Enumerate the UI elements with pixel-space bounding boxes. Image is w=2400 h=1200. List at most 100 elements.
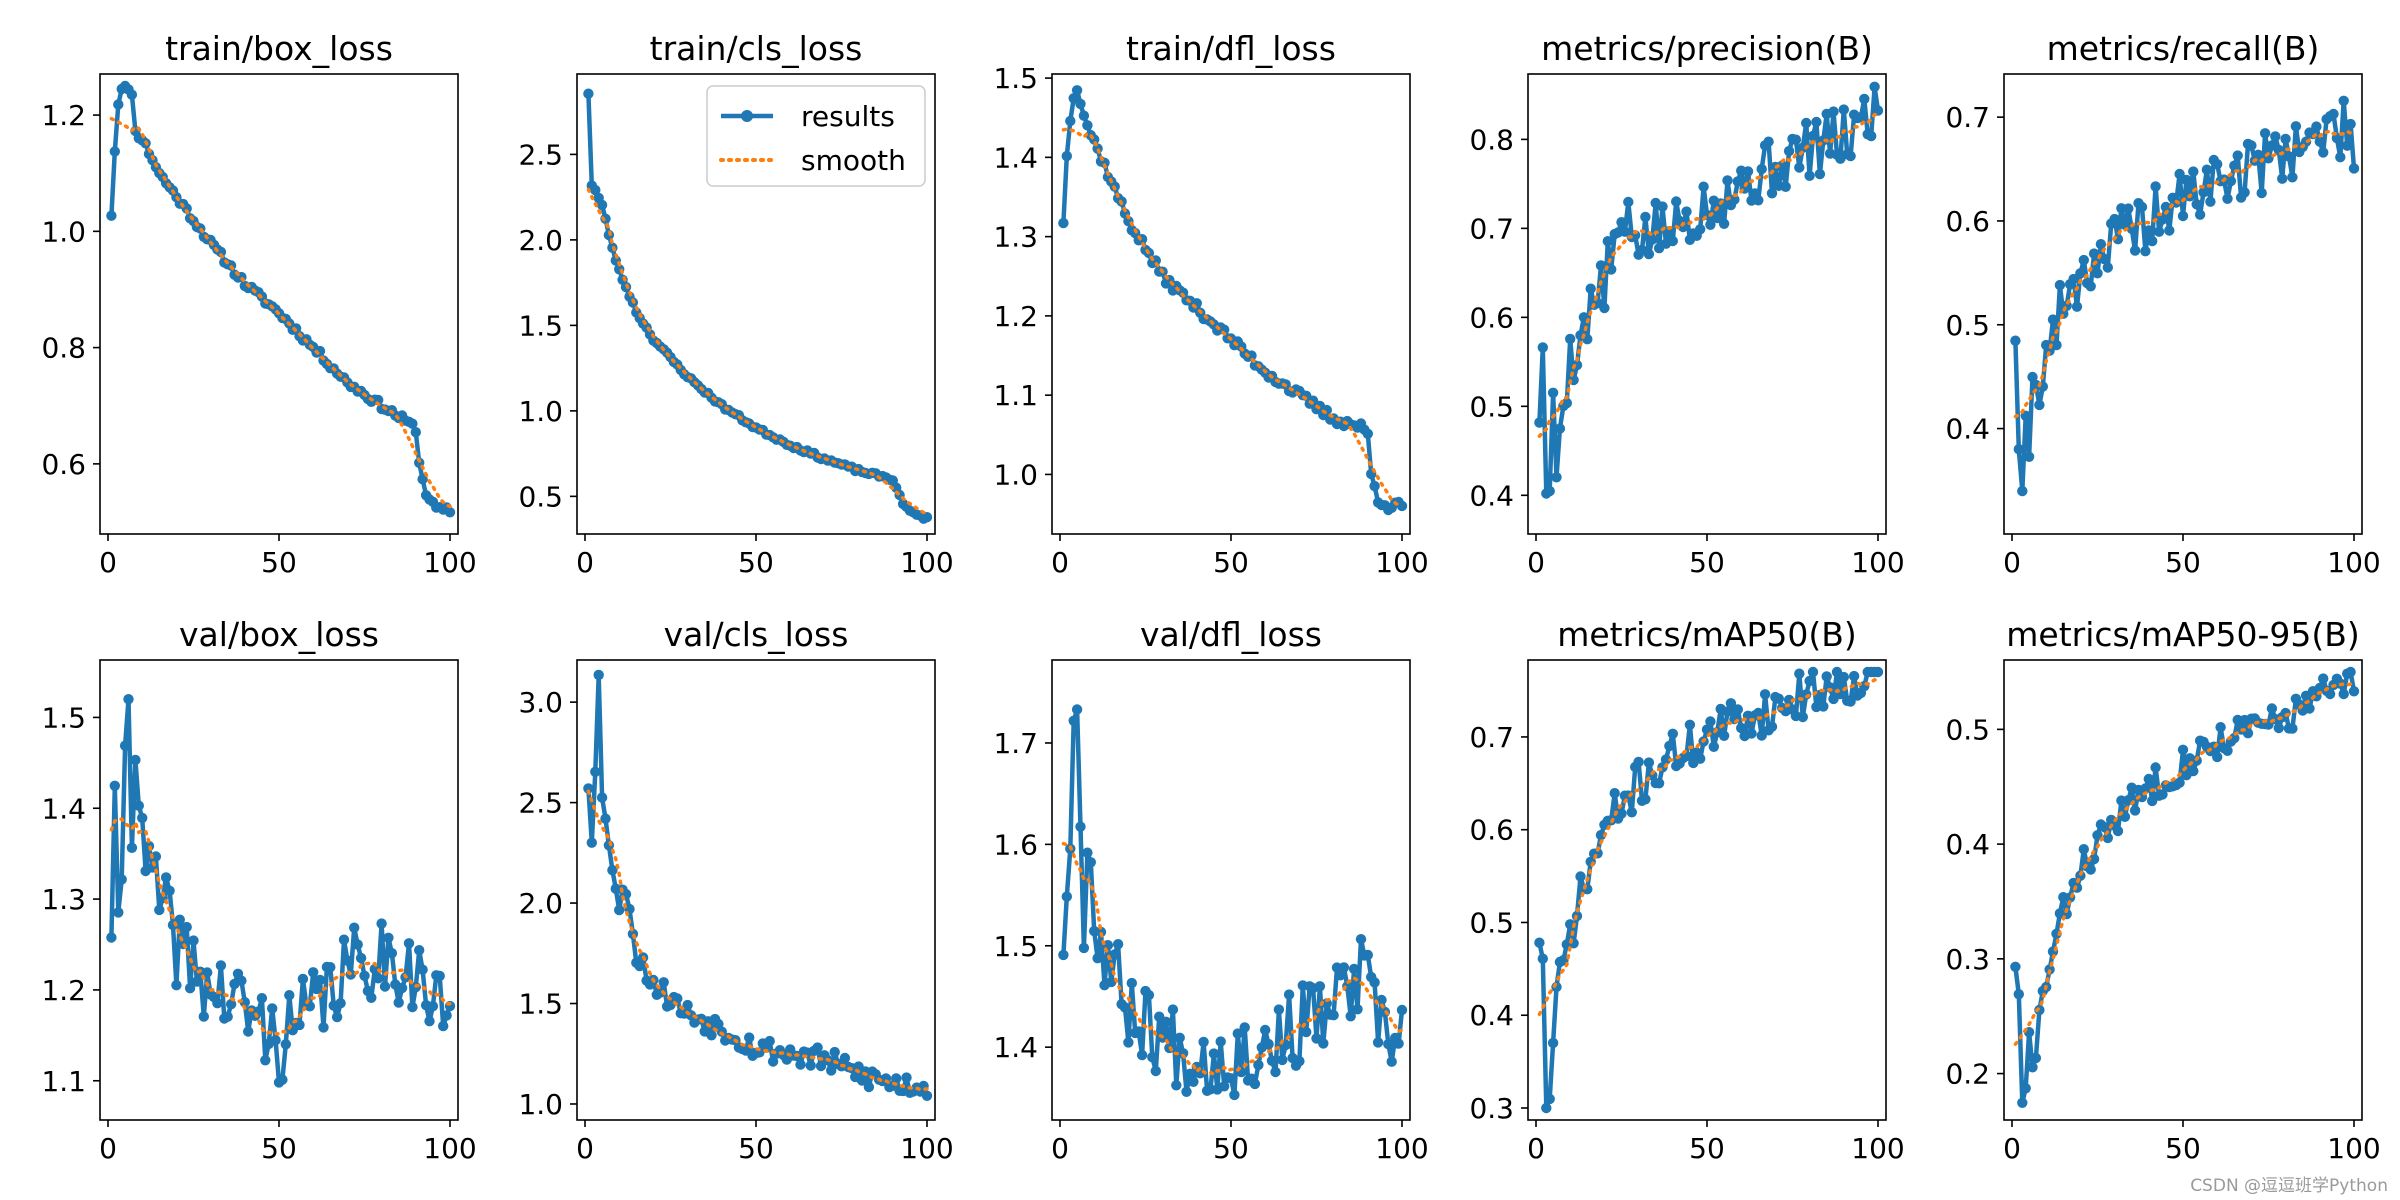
data-point <box>106 932 117 943</box>
data-point <box>1318 1038 1329 1049</box>
data-point <box>1376 994 1387 1006</box>
results-line <box>109 696 453 1085</box>
x-tick-label: 50 <box>738 546 774 579</box>
chart-title: metrics/mAP50-95(B) <box>2006 615 2359 654</box>
data-point <box>1198 1036 1209 1048</box>
data-point <box>2150 762 2161 773</box>
chart-title: val/cls_loss <box>664 615 849 654</box>
x-tick-label: 50 <box>1689 1132 1725 1165</box>
data-point <box>1551 472 1562 483</box>
y-tick-label: 0.8 <box>41 332 86 365</box>
data-point <box>829 1046 840 1058</box>
data-point <box>1575 871 1586 882</box>
data-point <box>349 922 360 933</box>
data-point <box>1386 1056 1397 1067</box>
x-tick-label: 100 <box>423 546 476 579</box>
y-tick-label: 0.2 <box>1945 1058 1990 1091</box>
data-point <box>583 783 594 794</box>
data-point <box>414 945 425 956</box>
data-point <box>2071 301 2083 312</box>
data-point <box>441 1010 452 1021</box>
data-point <box>1328 1010 1339 1021</box>
data-point <box>383 932 394 943</box>
data-point <box>1372 1037 1384 1048</box>
data-point <box>2099 821 2110 833</box>
x-tick-label: 100 <box>1851 1132 1904 1165</box>
data-point <box>1301 1026 1312 1038</box>
data-point <box>1848 670 1860 682</box>
data-point <box>2205 196 2216 207</box>
data-point <box>225 999 237 1010</box>
data-point <box>1273 1004 1285 1015</box>
data-point <box>2010 335 2021 346</box>
data-point <box>1753 707 1764 719</box>
data-point <box>815 1060 827 1072</box>
data-point <box>1640 211 1651 223</box>
data-point <box>314 974 326 986</box>
data-point <box>1208 1048 1220 1059</box>
data-point <box>1684 719 1696 730</box>
data-point <box>2068 273 2079 285</box>
data-point <box>1794 668 1805 679</box>
data-point <box>1742 166 1754 177</box>
data-point <box>2177 744 2189 755</box>
chart-panel: metrics/precision(B) 0 50 100 0.4 0.5 0.6 0.7 0.… <box>1469 29 1904 579</box>
results-line <box>1061 88 1404 513</box>
data-point <box>1746 728 1757 739</box>
results-line <box>2013 98 2357 494</box>
data-point <box>1718 218 1730 229</box>
data-point <box>2126 223 2137 234</box>
data-point <box>2345 118 2356 130</box>
data-point <box>1681 206 1692 217</box>
x-tick-label: 100 <box>1851 546 1904 579</box>
data-point <box>2215 722 2226 733</box>
data-point <box>1058 217 1069 229</box>
data-point <box>2099 253 2110 265</box>
data-point <box>1335 970 1346 981</box>
data-point <box>2102 262 2113 273</box>
y-tick-label: 0.3 <box>1945 943 1990 976</box>
y-tick-label: 1.1 <box>993 379 1038 412</box>
y-tick-label: 1.0 <box>518 395 563 428</box>
data-point <box>1338 962 1350 973</box>
data-point <box>2085 864 2096 875</box>
data-point <box>444 507 456 518</box>
data-point <box>655 987 666 998</box>
y-tick-label: 0.8 <box>1469 123 1514 156</box>
data-point <box>376 918 387 929</box>
data-point <box>150 851 162 862</box>
data-point <box>1797 142 1809 153</box>
data-point <box>1705 716 1716 727</box>
y-tick-label: 3.0 <box>518 686 563 719</box>
y-tick-label: 1.0 <box>41 215 86 248</box>
y-tick-label: 2.5 <box>518 787 563 820</box>
data-point <box>1811 116 1822 128</box>
data-point <box>1712 212 1723 224</box>
data-point <box>2160 201 2172 213</box>
data-point <box>1695 224 1706 235</box>
data-point <box>2075 268 2086 279</box>
data-point <box>1112 939 1124 950</box>
data-point <box>1095 926 1107 938</box>
data-point <box>2023 451 2035 462</box>
data-point <box>1133 1026 1144 1037</box>
data-point <box>2174 168 2185 180</box>
data-point <box>2140 246 2151 257</box>
data-point <box>270 1035 281 1046</box>
data-point <box>1616 808 1627 819</box>
data-point <box>2283 151 2295 162</box>
data-point <box>379 981 391 992</box>
data-point <box>1565 333 1576 345</box>
data-point <box>427 1001 439 1012</box>
data-point <box>2078 254 2089 266</box>
data-point <box>1544 485 1555 497</box>
x-tick-label: 50 <box>2165 1132 2201 1165</box>
data-point <box>1266 1055 1278 1067</box>
data-point <box>284 990 295 1001</box>
data-point <box>600 813 611 824</box>
y-tick-label: 1.2 <box>41 974 86 1007</box>
data-point <box>2324 688 2336 700</box>
data-point <box>1780 181 1791 192</box>
smooth-line <box>109 116 452 509</box>
data-point <box>1547 387 1559 398</box>
